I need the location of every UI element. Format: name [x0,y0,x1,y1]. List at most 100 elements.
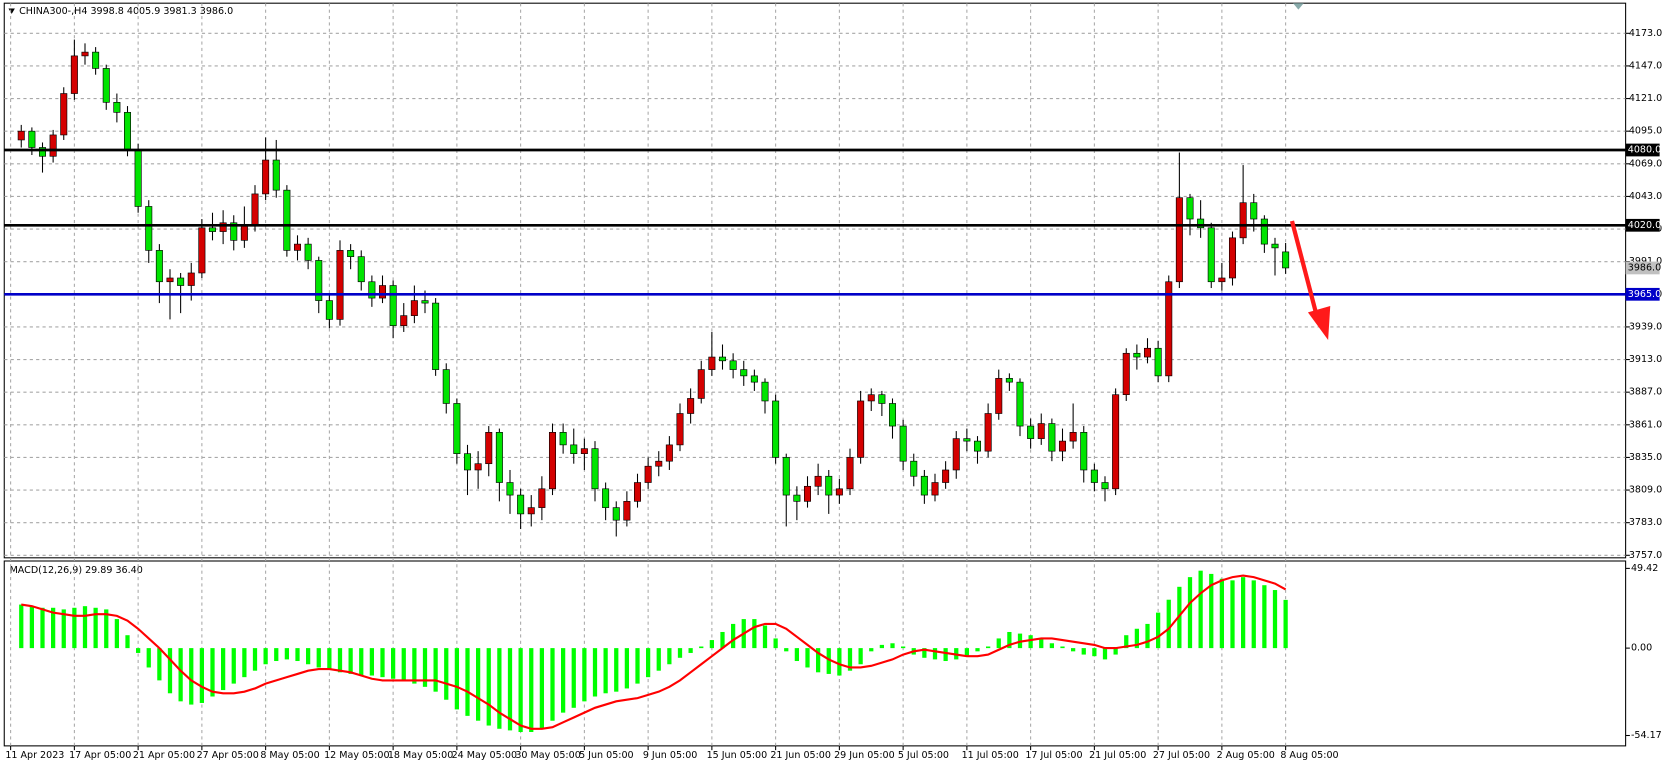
x-tick-label: 29 Jun 05:00 [834,750,895,761]
y-tick-label: 49.42 [1631,563,1658,574]
candle-body [825,475,833,496]
macd-bar [401,648,406,681]
candle-body [1207,227,1215,283]
price-label: 3986.0 [1628,262,1661,273]
candle-body [28,130,36,148]
x-tick-label: 27 Apr 05:00 [197,750,259,761]
candle-body [219,222,227,232]
candle-body [1197,218,1205,229]
macd-bar [624,648,629,689]
macd-bar [847,648,853,671]
candle-body [283,189,291,251]
y-tick-label: 3887.0 [1629,387,1662,398]
macd-bar [1124,635,1129,649]
y-tick-label: 4121.0 [1629,93,1662,104]
macd-bar [82,606,88,649]
macd-bar [667,648,672,665]
macd-bar [316,648,321,668]
macd-bar [486,648,491,726]
candle-body [623,501,631,521]
candle-body [803,485,812,502]
candle-body [187,272,195,286]
macd-bar [337,648,343,673]
candle-body [1260,218,1268,245]
y-tick-label: 4043.0 [1629,191,1662,202]
macd-bar [189,648,194,705]
x-tick-label: 27 Jul 05:00 [1153,750,1210,761]
macd-bar [826,648,831,674]
macd-bar [890,643,895,649]
macd-bar [199,648,204,703]
macd-bar [507,648,513,731]
macd-bar [167,648,173,694]
level-label-box [1625,287,1660,301]
macd-bar [539,648,544,729]
macd-bar [1113,648,1118,655]
macd-bar [252,648,258,671]
macd-bar [943,648,948,662]
candle-body [92,51,100,69]
macd-bar [858,648,863,665]
macd-bar [571,648,576,708]
candle-body [772,400,780,458]
candle-body [1101,482,1109,490]
macd-bar [114,619,119,649]
x-tick-label: 11 Jul 05:00 [962,750,1019,761]
candle-body [495,432,503,483]
candle-body [984,413,992,452]
candle-body [463,453,472,471]
x-tick-label: 30 May 05:00 [515,750,580,761]
level-label: 3965.0 [1628,289,1661,300]
candle-body [867,394,875,402]
macd-bar [125,635,130,649]
candle-body [485,432,493,465]
candle-body [527,507,535,515]
macd-bar [51,607,56,649]
candle-body [857,400,865,458]
candle-body [1080,432,1088,471]
candle-body [963,438,971,442]
candle-body [113,101,121,113]
signal-line [21,574,1287,730]
candle-body [517,494,525,515]
candle-body [633,482,642,502]
x-tick-label: 2 Aug 05:00 [1217,750,1275,761]
candle-body [591,448,599,490]
candle-body [1165,281,1173,377]
candle-body [538,488,546,508]
candle-body [177,277,185,286]
macd-bar [1187,577,1193,649]
candle-body [793,494,801,502]
macd-bar [1156,612,1161,649]
macd-bar [1209,573,1214,649]
forecast-arrow [1289,220,1331,340]
candle-body [378,285,387,299]
macd-bar [295,648,300,662]
macd-bar [879,644,884,649]
candle-body [421,300,429,304]
candle-body [357,256,365,283]
candle-body [60,93,68,136]
x-tick-label: 17 Jul 05:00 [1025,750,1082,761]
candle-body [506,482,514,496]
macd-bar [306,648,311,665]
macd-bar [922,648,927,658]
macd-bar [805,648,810,668]
macd-bar [274,648,279,662]
candle-body [835,488,843,496]
macd-bar [688,648,693,653]
macd-bar [497,648,502,729]
y-tick-label: 3783.0 [1629,517,1662,528]
candle-body [293,243,302,251]
macd-bar [964,648,969,657]
candle-body [729,360,737,370]
y-tick-label: 3861.0 [1629,419,1662,430]
candle-body [612,507,620,521]
macd-bar [784,648,789,652]
x-tick-label: 21 Apr 05:00 [133,750,195,761]
level-label: 4020.0 [1628,220,1661,231]
candle-body [1027,425,1035,439]
candle-body [548,432,557,490]
candle-body [155,250,163,283]
macd-bar [1081,648,1086,655]
